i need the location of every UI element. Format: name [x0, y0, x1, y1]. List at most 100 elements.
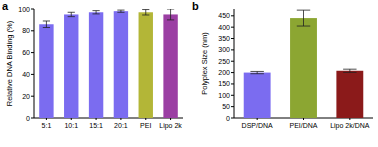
error-cap: [142, 9, 149, 10]
y-tick-label: 300: [218, 46, 230, 53]
x-tick: [349, 118, 350, 120]
error-cap: [43, 27, 50, 28]
error-line: [96, 11, 97, 14]
error-bar: [117, 10, 124, 12]
y-tick: [231, 38, 234, 39]
error-bar: [142, 10, 149, 15]
x-tick-label: PEI/DNA: [289, 122, 317, 129]
y-tick: [231, 106, 234, 107]
y-tick-label: 350: [218, 35, 230, 42]
y-axis-label: Relative DNA Binding (%): [5, 20, 14, 106]
y-tick: [231, 61, 234, 62]
y-tick-label: 0: [26, 115, 30, 122]
y-tick-label: 200: [218, 69, 230, 76]
y-tick: [231, 118, 234, 119]
x-tick-label: Lipo 2k/DNA: [330, 122, 370, 130]
bar: [244, 73, 271, 118]
marks: [244, 10, 364, 118]
bar: [89, 12, 103, 118]
x-tick-label: DSP/DNA: [242, 122, 273, 129]
error-bar: [343, 69, 356, 72]
error-line: [170, 9, 171, 20]
error-cap: [117, 12, 124, 13]
error-cap: [92, 10, 99, 11]
error-cap: [167, 19, 174, 20]
error-bar: [43, 21, 50, 28]
error-cap: [142, 14, 149, 15]
error-cap: [343, 72, 356, 73]
y-tick: [31, 74, 34, 75]
x-tick: [96, 118, 97, 120]
y-tick-label: 100: [18, 6, 30, 13]
x-tick-label: 15:1: [89, 122, 103, 129]
error-bar: [250, 71, 263, 73]
y-tick: [231, 72, 234, 73]
y-axis: [34, 9, 35, 118]
marks: [39, 9, 178, 118]
y-axis-label: Polyplex Size (nm): [200, 32, 209, 95]
y-tick-label: 450: [218, 12, 230, 19]
y-tick-label: 150: [218, 80, 230, 87]
y-tick: [31, 30, 34, 31]
bar: [163, 14, 177, 118]
x-tick-label: 10:1: [64, 122, 78, 129]
bar: [39, 24, 53, 118]
error-line: [303, 10, 304, 26]
error-cap: [250, 71, 263, 72]
y-tick-label: 0: [226, 115, 230, 122]
error-cap: [68, 16, 75, 17]
x-tick: [71, 118, 72, 120]
y-tick: [31, 96, 34, 97]
figure: 0 20 40 60 80 100 Relative DNA Binding (%) a 5:1…: [0, 0, 378, 147]
x-tick-label: Lipo 2k: [159, 122, 182, 130]
error-bar: [68, 12, 75, 16]
x-tick-label: 5:1: [42, 122, 52, 129]
y-tick-label: 250: [218, 58, 230, 65]
y-tick-label: 60: [22, 49, 30, 56]
error-cap: [297, 26, 310, 27]
x-tick: [170, 118, 171, 120]
bar: [290, 18, 317, 118]
error-bar: [92, 11, 99, 14]
error-cap: [92, 13, 99, 14]
panel: 0 50 100 150 200 250 300 350 400 450 Polyplex Size…: [192, 0, 373, 130]
y-tick-label: 400: [218, 24, 230, 31]
x-tick: [120, 118, 121, 120]
error-line: [46, 21, 47, 28]
y-tick: [231, 15, 234, 16]
error-bar: [297, 10, 310, 26]
x-tick-label: PEI: [140, 122, 151, 129]
x-axis: [34, 118, 183, 119]
y-tick-label: 50: [222, 103, 230, 110]
y-axis: [234, 9, 235, 118]
error-cap: [343, 69, 356, 70]
x-tick-label: 20:1: [114, 122, 128, 129]
bar: [139, 12, 153, 118]
panel: 0 20 40 60 80 100 Relative DNA Binding (%) a 5:1…: [2, 0, 183, 130]
y-tick-label: 20: [22, 93, 30, 100]
y-tick-label: 80: [22, 27, 30, 34]
error-cap: [117, 10, 124, 11]
y-tick-label: 40: [22, 71, 30, 78]
error-bar: [167, 9, 174, 20]
error-cap: [43, 20, 50, 21]
bar: [336, 71, 363, 118]
y-tick: [231, 49, 234, 50]
error-line: [145, 10, 146, 15]
y-tick: [31, 118, 34, 119]
x-tick: [145, 118, 146, 120]
error-line: [349, 69, 350, 72]
panel-label: b: [192, 0, 199, 12]
bar: [114, 11, 128, 118]
panel-label: a: [2, 0, 9, 12]
error-cap: [297, 10, 310, 11]
y-tick-label: 100: [218, 92, 230, 99]
y-tick: [231, 83, 234, 84]
x-tick: [46, 118, 47, 120]
y-tick: [31, 9, 34, 10]
error-line: [71, 12, 72, 16]
bar: [64, 14, 78, 118]
y-tick: [231, 95, 234, 96]
y-tick: [231, 27, 234, 28]
x-tick: [303, 118, 304, 120]
